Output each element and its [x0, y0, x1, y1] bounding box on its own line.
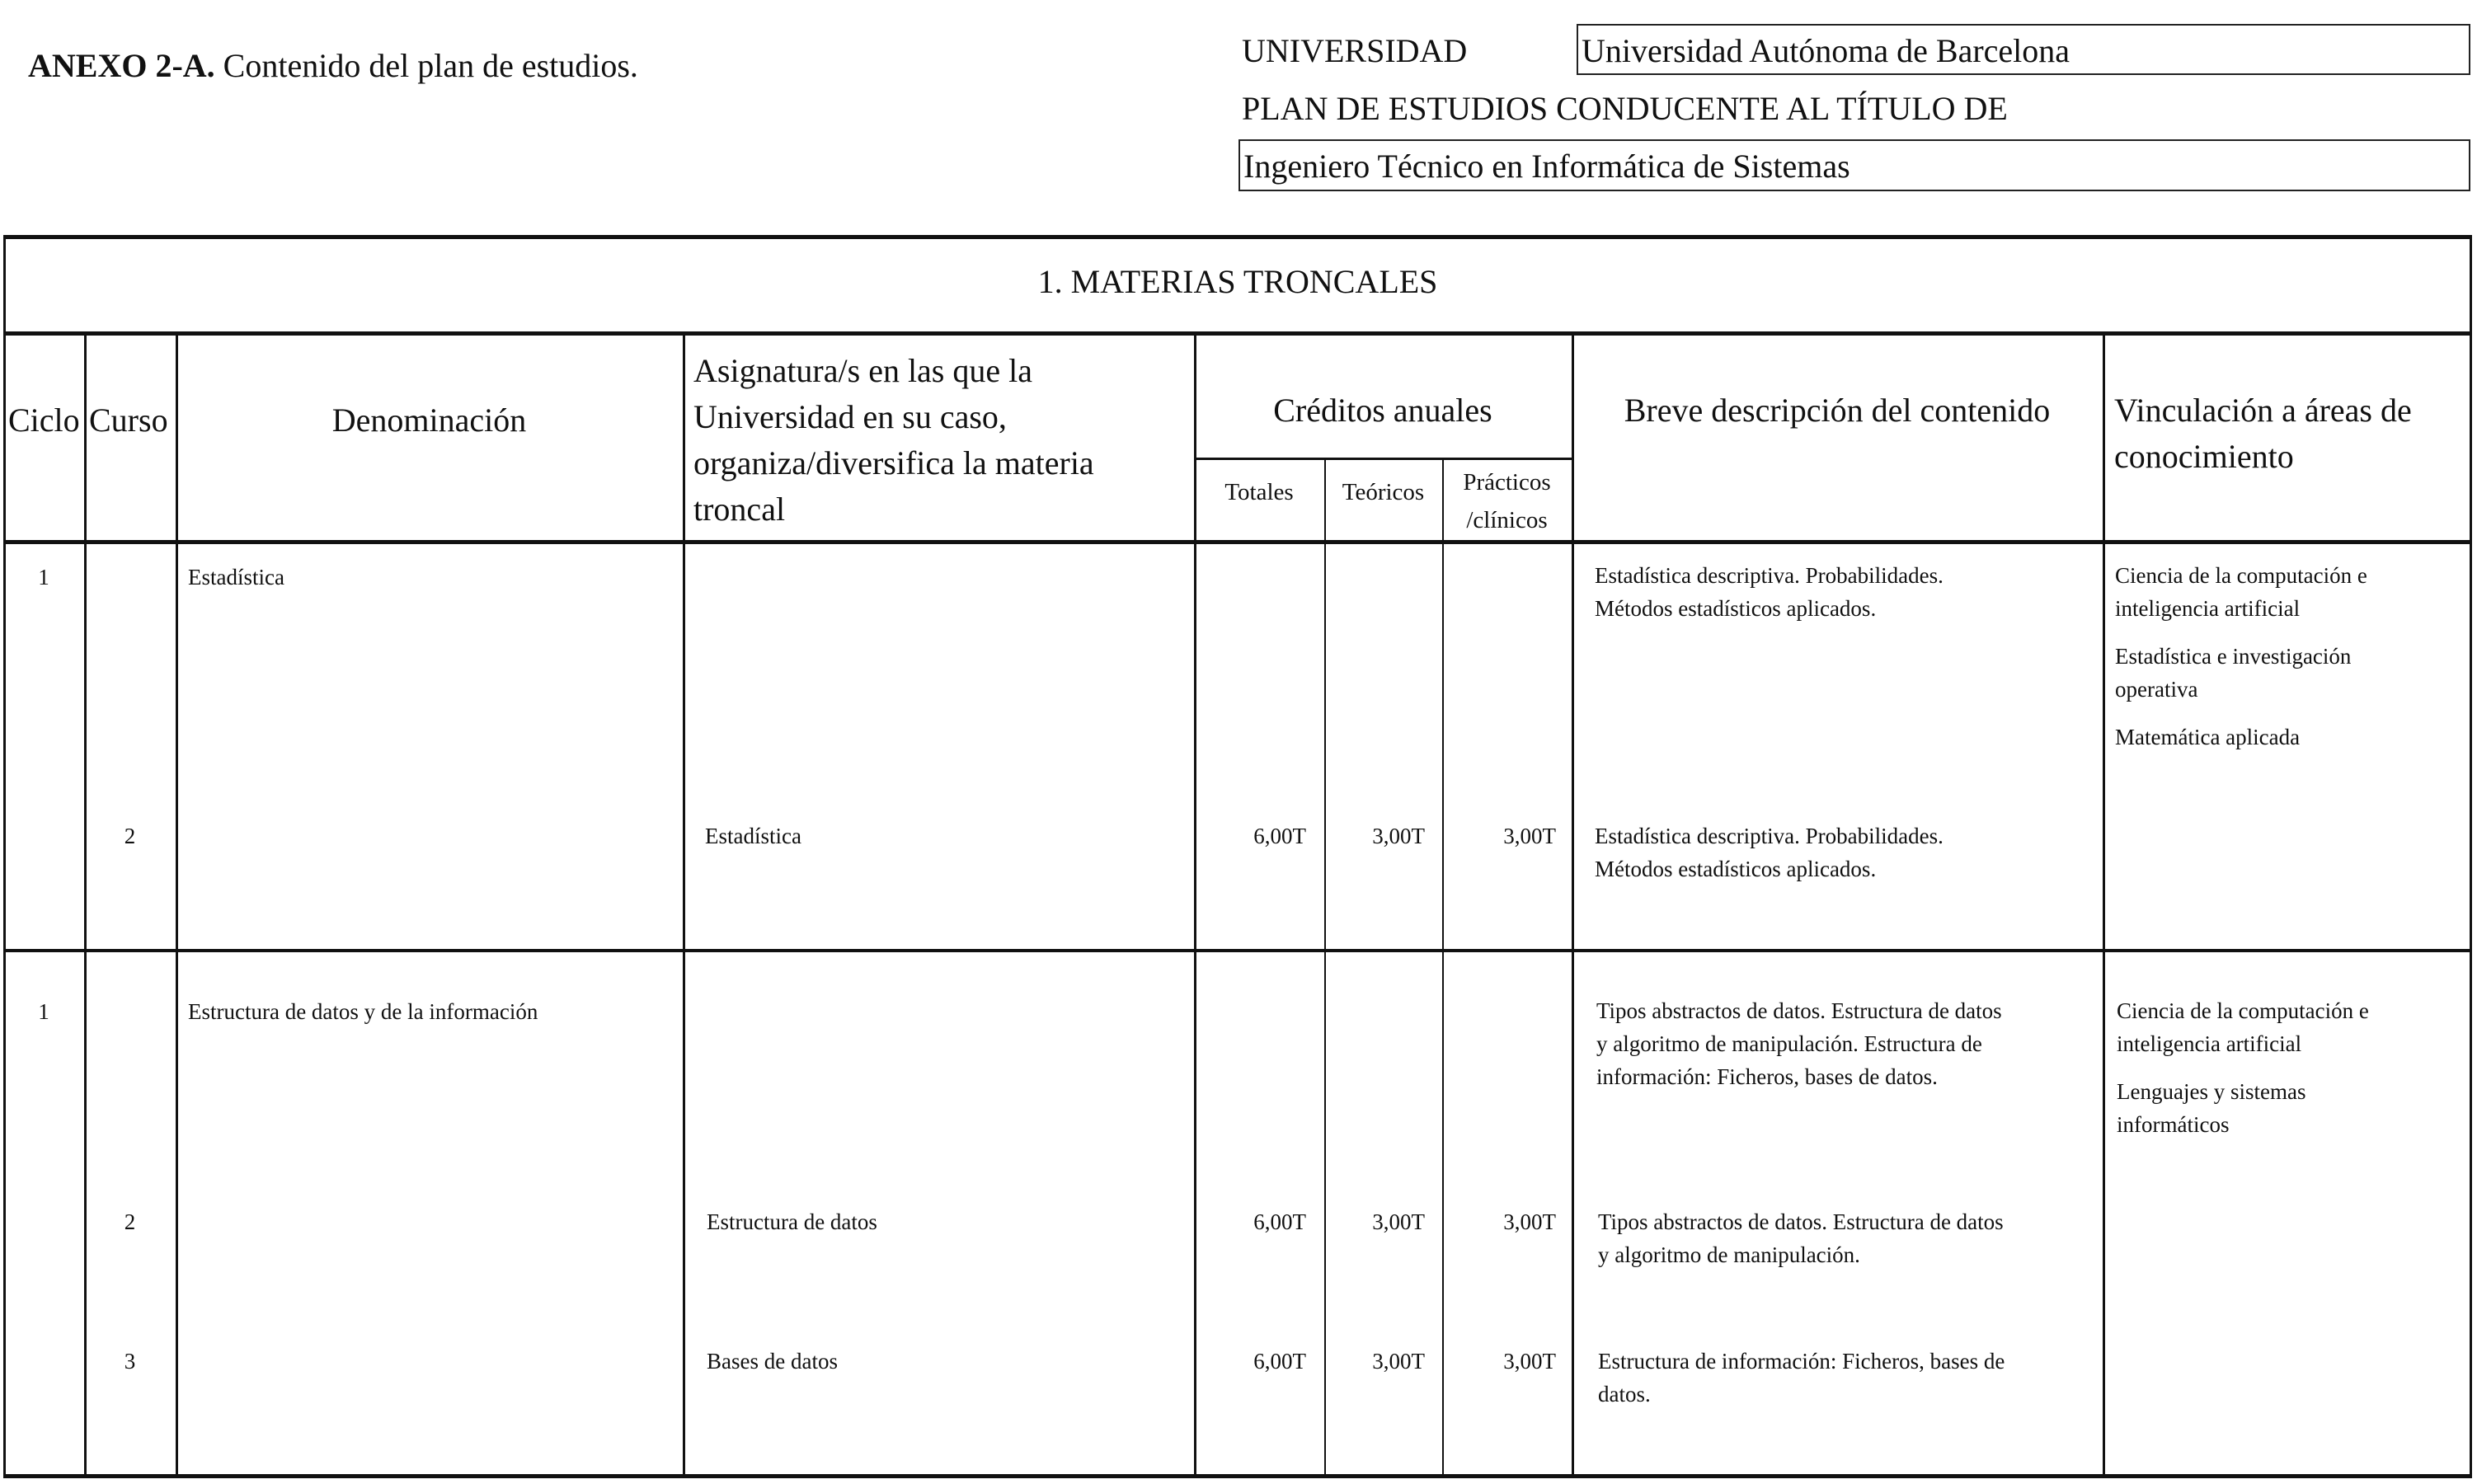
curso-cell: 3: [124, 1349, 136, 1374]
grid-line: [3, 235, 6, 1478]
grid-line: [84, 333, 87, 1478]
col-asignatura: Asignatura/s en las que la Universidad e…: [693, 348, 1094, 533]
practicos-cell: 3,00T: [1503, 1209, 1556, 1234]
annex-heading: ANEXO 2-A. Contenido del plan de estudio…: [28, 46, 638, 85]
descripcion-line: y algoritmo de manipulación. Estructura …: [1596, 1031, 1982, 1056]
descripcion-cell: Estructura de información: Ficheros, bas…: [1598, 1345, 2005, 1411]
asignatura-cell: Bases de datos: [707, 1349, 838, 1374]
practicos-cell: 3,00T: [1503, 1349, 1556, 1374]
descripcion-line: datos.: [1598, 1382, 1651, 1407]
practicos-cell: 3,00T: [1503, 824, 1556, 848]
area-line: operativa: [2115, 677, 2198, 702]
curso-cell: 2: [124, 1209, 136, 1234]
area-line: Ciencia de la computación e: [2115, 563, 2367, 588]
col-vinculacion-line: conocimiento: [2114, 438, 2294, 475]
annex-text: Contenido del plan de estudios.: [214, 47, 638, 84]
ciclo-cell: 1: [38, 565, 49, 589]
denominacion-cell: Estructura de datos y de la información: [188, 999, 538, 1024]
col-asignatura-line: Universidad en su caso,: [693, 398, 1007, 435]
grid-line: [1194, 333, 1196, 1478]
area-line: Ciencia de la computación e: [2117, 998, 2369, 1023]
area-line: Estadística e investigación: [2115, 644, 2352, 669]
col-curso: Curso: [89, 402, 168, 439]
grid-line: [3, 331, 2472, 336]
col-descripcion: Breve descripción del contenido: [1624, 392, 2051, 429]
grid-line: [1194, 458, 1572, 460]
grid-line: [1324, 458, 1326, 1478]
denominacion-cell: Estadística: [188, 565, 284, 589]
area-line: Lenguajes y sistemas: [2117, 1079, 2306, 1104]
col-denominacion: Denominación: [331, 402, 527, 439]
degree-field: Ingeniero Técnico en Informática de Sist…: [1238, 139, 2470, 191]
teoricos-cell: 3,00T: [1372, 824, 1425, 848]
grid-line: [2103, 333, 2105, 1478]
descripcion-cell: Tipos abstractos de datos. Estructura de…: [1596, 994, 2002, 1093]
grid-line: [683, 333, 685, 1478]
asignatura-cell: Estructura de datos: [707, 1209, 877, 1234]
vinculacion-cell: Ciencia de la computación e inteligencia…: [2115, 559, 2367, 754]
curso-cell: 2: [124, 824, 136, 848]
area-line: informáticos: [2117, 1112, 2230, 1137]
col-vinculacion-line: Vinculación a áreas de: [2114, 392, 2412, 429]
totales-cell: 6,00T: [1253, 1349, 1306, 1374]
col-creditos: Créditos anuales: [1273, 392, 1492, 429]
grid-line: [3, 1474, 2472, 1478]
descripcion-cell: Estadística descriptiva. Probabilidades.…: [1595, 819, 1944, 885]
ciclo-cell: 1: [38, 999, 49, 1024]
grid-line: [3, 235, 2472, 239]
descripcion-line: Estructura de información: Ficheros, bas…: [1598, 1349, 2005, 1374]
col-asignatura-line: troncal: [693, 491, 786, 528]
col-asignatura-line: organiza/diversifica la materia: [693, 444, 1094, 481]
table-title: 1. MATERIAS TRONCALES: [1037, 263, 1438, 300]
descripcion-line: Métodos estadísticos aplicados.: [1595, 857, 1877, 881]
descripcion-line: Métodos estadísticos aplicados.: [1595, 596, 1877, 621]
grid-line: [3, 949, 2472, 952]
descripcion-line: Tipos abstractos de datos. Estructura de…: [1596, 998, 2002, 1023]
grid-line: [1572, 333, 1574, 1478]
descripcion-line: Estadística descriptiva. Probabilidades.: [1595, 824, 1944, 848]
totales-cell: 6,00T: [1253, 824, 1306, 848]
university-value: Universidad Autónoma de Barcelona: [1582, 32, 2070, 69]
teoricos-cell: 3,00T: [1372, 1349, 1425, 1374]
university-label: UNIVERSIDAD: [1242, 32, 1468, 69]
descripcion-cell: Estadística descriptiva. Probabilidades.…: [1595, 559, 1944, 625]
area-line: Matemática aplicada: [2115, 725, 2301, 749]
area-line: inteligencia artificial: [2115, 596, 2301, 621]
teoricos-cell: 3,00T: [1372, 1209, 1425, 1234]
descripcion-line: información: Ficheros, bases de datos.: [1596, 1064, 1938, 1089]
asignatura-cell: Estadística: [705, 824, 801, 848]
area-line: inteligencia artificial: [2117, 1031, 2302, 1056]
totales-cell: 6,00T: [1253, 1209, 1306, 1234]
descripcion-line: y algoritmo de manipulación.: [1598, 1242, 1860, 1267]
annex-label: ANEXO 2-A.: [28, 47, 215, 84]
col-practicos: Prácticos /clínicos: [1442, 463, 1572, 539]
descripcion-cell: Tipos abstractos de datos. Estructura de…: [1598, 1205, 2004, 1271]
descripcion-line: Tipos abstractos de datos. Estructura de…: [1598, 1209, 2004, 1234]
col-practicos-line: /clínicos: [1466, 507, 1548, 533]
col-ciclo: Ciclo: [8, 402, 80, 439]
degree-value: Ingeniero Técnico en Informática de Sist…: [1243, 148, 1850, 185]
col-totales: Totales: [1224, 479, 1294, 505]
grid-line: [3, 540, 2472, 544]
plan-label: PLAN DE ESTUDIOS CONDUCENTE AL TÍTULO DE: [1242, 90, 2008, 127]
descripcion-line: Estadística descriptiva. Probabilidades.: [1595, 563, 1944, 588]
col-asignatura-line: Asignatura/s en las que la: [693, 352, 1032, 389]
grid-line: [1442, 458, 1444, 1478]
col-vinculacion: Vinculación a áreas de conocimiento: [2114, 387, 2412, 480]
university-field: Universidad Autónoma de Barcelona: [1577, 24, 2470, 75]
col-teoricos: Teóricos: [1342, 479, 1425, 505]
grid-line: [176, 333, 178, 1478]
grid-line: [2470, 235, 2472, 1478]
col-practicos-line: Prácticos: [1463, 469, 1551, 495]
vinculacion-cell: Ciencia de la computación e inteligencia…: [2117, 994, 2369, 1141]
